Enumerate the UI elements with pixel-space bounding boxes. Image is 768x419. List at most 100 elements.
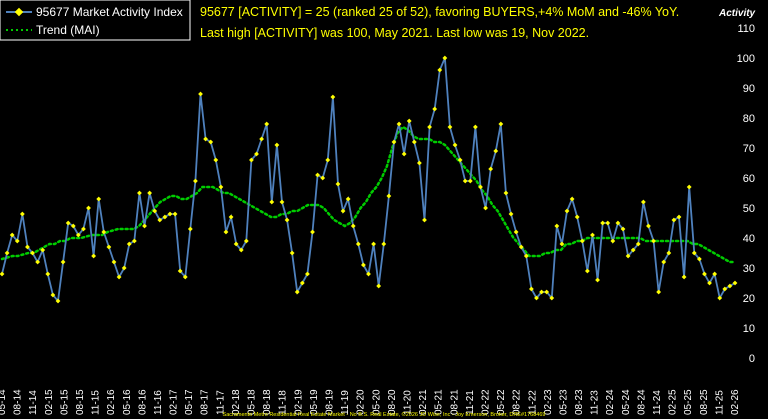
data-point-activity [427,124,432,130]
data-point-activity [325,157,331,163]
data-point-activity [513,229,519,235]
data-point-activity [203,136,209,142]
data-point-activity [187,226,193,232]
data-point-activity [376,283,382,289]
x-tick-label: 08-16 [137,389,148,415]
data-point-activity [727,283,733,289]
data-point-activity [584,268,590,274]
x-tick-label: 11-23 [590,390,601,415]
data-point-activity [193,178,198,184]
data-point-activity [172,211,178,217]
x-tick-label: 11-17 [215,390,226,415]
x-tick-label: 05-16 [122,389,133,415]
data-point-activity [111,259,117,265]
data-point-activity [396,121,402,127]
y-tick-label: 20 [743,293,755,305]
x-tick-label: 08-15 [75,389,86,415]
data-point-activity [391,139,397,145]
data-point-activity [350,223,356,229]
data-point-activity [131,238,137,244]
data-point-activity [554,223,560,229]
x-tick-label: 05-22 [496,389,507,415]
data-point-activity [579,238,585,244]
data-point-activity [605,220,611,226]
data-point-activity [646,223,651,229]
data-point-activity [722,286,728,292]
y-tick-label: 90 [743,83,755,95]
x-tick-label: 02-24 [605,389,616,415]
y-tick-label: 50 [743,203,755,215]
data-point-activity [569,196,575,202]
data-point-activity [523,253,529,259]
data-point-activity [55,298,61,304]
data-point-activity [249,157,254,163]
data-point-activity [106,244,112,250]
data-point-activity [366,271,371,277]
data-point-activity [269,199,275,205]
data-point-activity [335,181,341,187]
data-point-activity [452,142,458,148]
data-point-activity [330,94,336,100]
data-point-activity [518,244,524,250]
y-tick-label: 100 [737,53,755,65]
data-point-activity [595,277,600,283]
data-point-activity [264,121,270,127]
x-tick-label: 11-15 [91,390,102,415]
data-point-activity [437,67,443,73]
data-point-activity [147,190,153,196]
data-point-activity [544,289,550,295]
data-point-activity [702,271,707,277]
data-point-activity [91,253,97,259]
x-tick-label: 02-16 [106,389,117,415]
data-point-activity [294,289,300,295]
data-point-activity [142,223,147,229]
data-point-activity [651,238,656,244]
data-point-activity [101,229,107,235]
data-point-activity [75,232,81,238]
data-point-activity [0,271,5,277]
data-point-activity [656,289,662,295]
data-point-activity [462,178,468,184]
data-point-activity [666,250,672,256]
y-tick-label: 0 [749,353,755,365]
data-point-activity [25,244,30,250]
data-point-activity [717,295,723,301]
x-tick-label: 11-24 [652,390,663,415]
x-tick-label: 05-25 [683,389,694,415]
data-point-activity [60,259,66,265]
axis-layer: 0 10 20 30 40 50 60 70 80 90 100 110 05-14 08-14 11-14… [0,23,755,415]
x-tick-label: 02-17 [169,389,180,415]
data-point-activity [50,292,56,298]
data-point-activity [4,250,10,256]
x-tick-label: 11-20 [402,390,413,415]
data-point-activity [238,247,244,253]
data-point-activity [696,256,702,262]
data-point-activity [40,247,46,253]
data-point-activity [401,151,407,157]
data-point-activity [310,229,315,235]
data-point-activity [274,142,280,148]
x-tick-label: 11-16 [153,390,164,415]
x-tick-label: 08-21 [449,389,460,415]
y-tick-label: 10 [743,323,755,335]
data-point-activity [371,241,376,247]
y-tick-label: 110 [737,23,755,35]
y-tick-label: 30 [743,263,755,275]
data-point-activity [493,148,499,154]
data-point-activity [478,184,483,190]
data-point-activity [345,196,351,202]
data-point-activity [549,295,555,301]
data-point-activity [386,193,392,199]
data-point-activity [417,160,422,166]
data-point-activity [483,205,488,211]
x-tick-label: 05-24 [621,389,632,415]
data-point-activity [305,271,310,277]
data-point-activity [676,214,682,220]
data-point-activity [559,241,565,247]
data-point-activity [712,271,718,277]
data-point-activity [635,241,641,247]
x-tick-label: 05-21 [434,389,445,415]
data-point-activity [30,250,35,256]
